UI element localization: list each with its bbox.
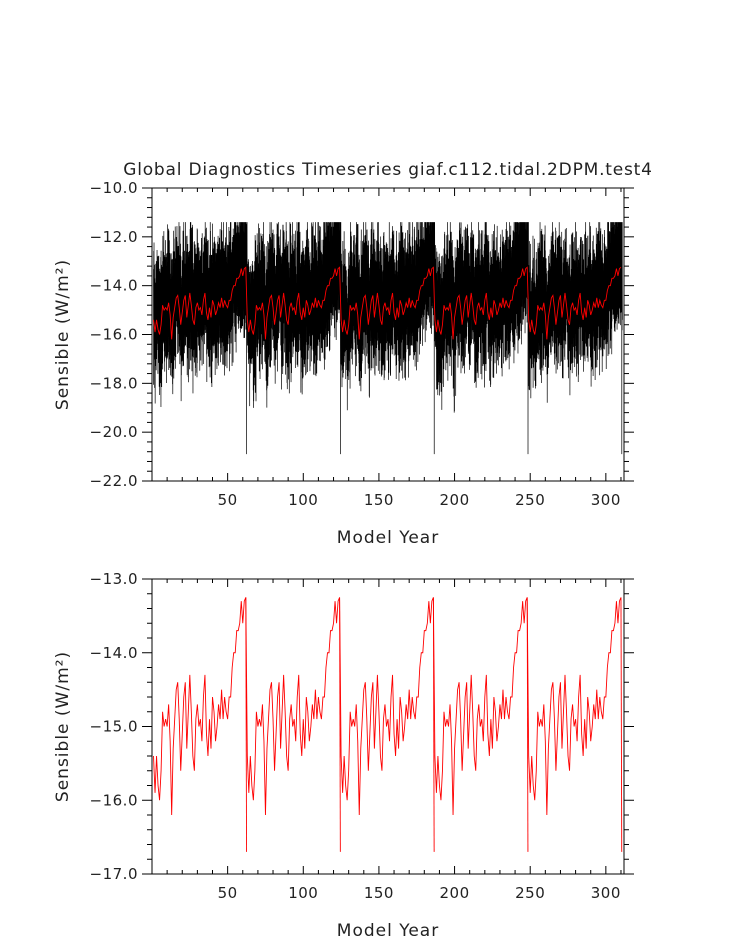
plot-frame — [151, 578, 625, 875]
monthly-series-line — [153, 222, 623, 455]
x-tick-label: 50 — [218, 884, 238, 902]
top-x-axis-label: Model Year — [337, 528, 439, 548]
x-tick-label: 100 — [288, 491, 318, 509]
y-tick-label: −16.0 — [90, 326, 138, 344]
y-tick-label: −15.0 — [90, 718, 138, 736]
x-tick-label: 200 — [439, 491, 469, 509]
annual-drop-segment — [245, 597, 248, 852]
x-tick-label: 150 — [364, 491, 394, 509]
annual-drop-segment — [526, 597, 529, 852]
y-tick-label: −13.0 — [90, 570, 138, 588]
chart-title: Global Diagnostics Timeseries giaf.c112.… — [123, 160, 653, 180]
x-tick-label: 150 — [364, 884, 394, 902]
top-y-axis-label: Sensible (W/m²) — [53, 259, 73, 410]
bottom-axes: 50 100 150 200 250 300 −17.0 −16.0 −15.0 −14.0 −13… — [90, 570, 634, 902]
y-tick-label: −22.0 — [90, 472, 138, 490]
annual-series-line — [153, 266, 622, 340]
y-tick-label: −16.0 — [90, 791, 138, 809]
bottom-timeseries-panel: 50 100 150 200 250 300 −17.0 −16.0 −15.0 −14.0 −13… — [90, 570, 634, 902]
x-tick-label: 300 — [591, 884, 621, 902]
y-tick-label: −10.0 — [90, 179, 138, 197]
y-tick-label: −14.0 — [90, 277, 138, 295]
annual-drop-segment — [432, 597, 435, 852]
top-timeseries-panel: 50 100 150 200 250 300 −22.0 −20.0 −18.0 −16.0 −14… — [90, 179, 634, 509]
y-tick-label: −17.0 — [90, 865, 138, 883]
y-tick-label: −20.0 — [90, 423, 138, 441]
x-tick-label: 50 — [218, 491, 238, 509]
bottom-y-axis-label: Sensible (W/m²) — [53, 651, 73, 802]
x-tick-label: 200 — [439, 884, 469, 902]
top-series-layer — [153, 222, 623, 455]
bottom-series-layer — [153, 597, 623, 852]
x-tick-label: 100 — [288, 884, 318, 902]
annual-drop-segment — [339, 597, 341, 852]
y-tick-label: −18.0 — [90, 374, 138, 392]
bottom-x-axis-label: Model Year — [337, 921, 439, 941]
x-tick-label: 250 — [515, 884, 545, 902]
annual-series-line — [153, 597, 622, 816]
annual-drop-segment — [620, 597, 623, 852]
top-axes: 50 100 150 200 250 300 −22.0 −20.0 −18.0 −16.0 −14… — [90, 179, 634, 509]
y-tick-label: −14.0 — [90, 644, 138, 662]
x-tick-label: 300 — [591, 491, 621, 509]
y-tick-label: −12.0 — [90, 228, 138, 246]
x-tick-label: 250 — [515, 491, 545, 509]
